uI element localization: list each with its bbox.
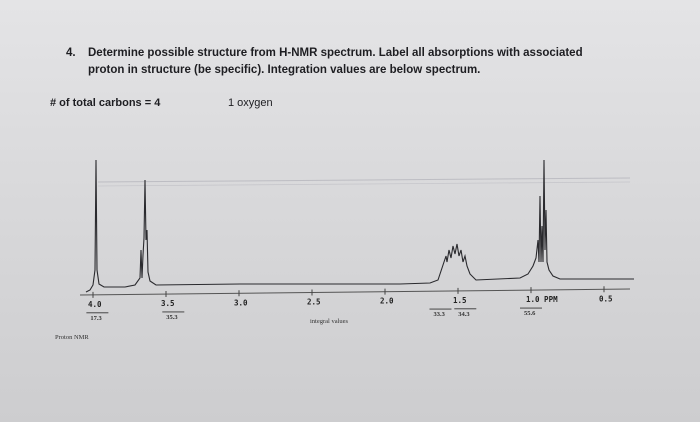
- axis-ticks: 4.0 3.5 3.0 2.5 2.0 1.5 1.0 PPM 0.5: [88, 286, 613, 309]
- axis-tick-label: 3.0: [234, 298, 248, 307]
- integral-value: 34.3: [458, 311, 470, 318]
- grid-line: [97, 181, 631, 187]
- question-text-line2: proton in structure (be specific). Integ…: [88, 64, 481, 76]
- axis-tick-label: 1.5: [453, 296, 467, 305]
- axis-tick-label: 1.0 PPM: [526, 295, 558, 304]
- axis-tick-label: 0.5: [599, 294, 613, 303]
- grid-line: [97, 177, 631, 183]
- integral-value: 33.3: [433, 311, 445, 318]
- axis-tick-label: 3.5: [161, 299, 175, 308]
- integral-value: 17.3: [90, 315, 102, 322]
- question-number: 4.: [66, 47, 76, 59]
- integral-caption: integral values: [310, 318, 349, 325]
- ppm-axis: [79, 288, 631, 296]
- axis-tick-label: 2.5: [307, 297, 321, 306]
- oxygen-count: 1 oxygen: [228, 97, 273, 109]
- axis-tick-label: 2.0: [380, 297, 394, 306]
- integral-value: 55.6: [524, 310, 536, 317]
- carbon-count: # of total carbons = 4: [50, 97, 161, 109]
- integration-values: 17.3 35.3 33.3 34.3 55.6: [86, 307, 542, 322]
- axis-tick-label: 4.0: [88, 300, 102, 309]
- spectrum-trace: [85, 159, 634, 293]
- proton-nmr-label: Proton NMR: [55, 334, 89, 341]
- integral-value: 35.3: [166, 314, 178, 321]
- question-text-line1: Determine possible structure from H-NMR …: [88, 47, 583, 59]
